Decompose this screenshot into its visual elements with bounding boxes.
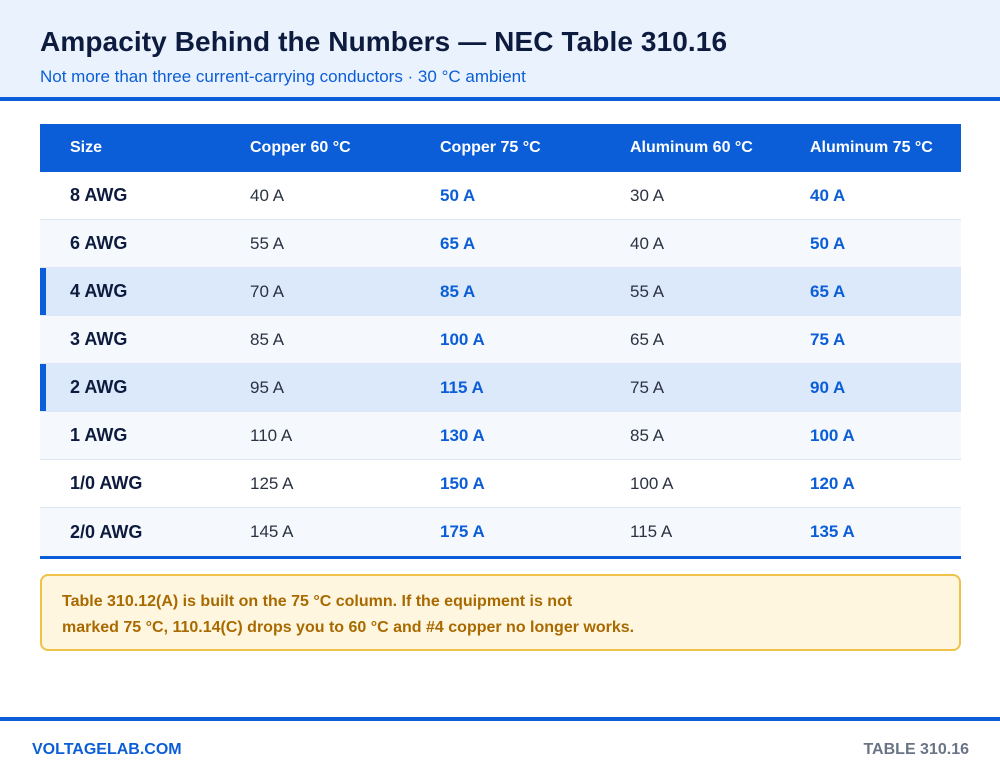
- copper-75-cell: 150 A: [440, 473, 485, 493]
- size-cell: 1/0 AWG: [70, 473, 143, 493]
- copper-75-cell: 50 A: [440, 185, 476, 205]
- page-footer: VOLTAGELAB.COM TABLE 310.16: [0, 717, 1000, 770]
- aluminum-75-cell: 120 A: [810, 473, 855, 493]
- copper-75-cell: 115 A: [440, 377, 484, 397]
- column-header-size: Size: [70, 139, 103, 156]
- copper-60-cell: 40 A: [250, 185, 285, 205]
- aluminum-60-cell: 30 A: [630, 185, 665, 205]
- copper-75-cell: 100 A: [440, 329, 485, 349]
- aluminum-75-cell: 65 A: [810, 281, 846, 301]
- brand-link[interactable]: VOLTAGELAB.COM: [32, 741, 182, 758]
- aluminum-75-cell: 90 A: [810, 377, 846, 397]
- table-row: 2/0 AWG 145 A 175 A 115 A 135 A: [40, 508, 961, 556]
- size-cell: 8 AWG: [70, 185, 128, 205]
- size-cell: 1 AWG: [70, 425, 128, 445]
- copper-75-cell: 175 A: [440, 522, 485, 541]
- size-cell: 2/0 AWG: [70, 521, 143, 542]
- aluminum-75-cell: 100 A: [810, 425, 855, 445]
- size-cell: 6 AWG: [70, 233, 128, 253]
- aluminum-60-cell: 85 A: [630, 425, 665, 445]
- table-row: 8 AWG 40 A 50 A 30 A 40 A: [40, 172, 961, 220]
- ampacity-table: Size Copper 60 °C Copper 75 °C Aluminum …: [40, 124, 961, 559]
- table-row: 6 AWG 55 A 65 A 40 A 50 A: [40, 220, 961, 268]
- copper-75-cell: 85 A: [440, 281, 476, 301]
- page-title: Ampacity Behind the Numbers — NEC Table …: [40, 26, 728, 57]
- copper-75-cell: 65 A: [440, 233, 476, 253]
- size-cell: 4 AWG: [70, 281, 128, 301]
- page-header: Ampacity Behind the Numbers — NEC Table …: [0, 0, 1000, 101]
- copper-60-cell: 110 A: [250, 425, 293, 445]
- copper-60-cell: 55 A: [250, 233, 285, 253]
- aluminum-60-cell: 40 A: [630, 233, 665, 253]
- size-cell: 3 AWG: [70, 329, 128, 349]
- callout-note: Table 310.12(A) is built on the 75 °C co…: [40, 574, 961, 651]
- table-body: 8 AWG 40 A 50 A 30 A 40 A 6 AWG 55 A 65 A 40 A 50…: [40, 172, 961, 556]
- column-header-aluminum-60: Aluminum 60 °C: [630, 139, 753, 156]
- aluminum-60-cell: 75 A: [630, 377, 665, 397]
- note-line: Table 310.12(A) is built on the 75 °C co…: [62, 593, 573, 610]
- copper-60-cell: 95 A: [250, 377, 285, 397]
- table-reference: TABLE 310.16: [863, 741, 969, 758]
- aluminum-60-cell: 65 A: [630, 329, 665, 349]
- table-row: 3 AWG 85 A 100 A 65 A 75 A: [40, 316, 961, 364]
- note-line: marked 75 °C, 110.14(C) drops you to 60 …: [62, 619, 635, 636]
- aluminum-75-cell: 40 A: [810, 185, 846, 205]
- copper-60-cell: 125 A: [250, 473, 294, 493]
- table-row: 1 AWG 110 A 130 A 85 A 100 A: [40, 412, 961, 460]
- aluminum-60-cell: 100 A: [630, 473, 674, 493]
- aluminum-60-cell: 55 A: [630, 281, 665, 301]
- copper-60-cell: 85 A: [250, 329, 285, 349]
- column-header-copper-75: Copper 75 °C: [440, 139, 541, 156]
- copper-60-cell: 70 A: [250, 281, 285, 301]
- column-header-copper-60: Copper 60 °C: [250, 139, 351, 156]
- aluminum-60-cell: 115 A: [630, 522, 673, 541]
- table-row: 1/0 AWG 125 A 150 A 100 A 120 A: [40, 460, 961, 508]
- size-cell: 2 AWG: [70, 377, 128, 397]
- copper-75-cell: 130 A: [440, 425, 485, 445]
- copper-60-cell: 145 A: [250, 522, 294, 541]
- page-subtitle: Not more than three current-carrying con…: [40, 67, 526, 86]
- table-header-row: Size Copper 60 °C Copper 75 °C Aluminum …: [40, 124, 961, 172]
- aluminum-75-cell: 75 A: [810, 329, 846, 349]
- aluminum-75-cell: 50 A: [810, 233, 846, 253]
- table-row: 4 AWG 70 A 85 A 55 A 65 A: [40, 268, 961, 316]
- table-row: 2 AWG 95 A 115 A 75 A 90 A: [40, 364, 961, 412]
- aluminum-75-cell: 135 A: [810, 522, 855, 541]
- column-header-aluminum-75: Aluminum 75 °C: [810, 139, 933, 156]
